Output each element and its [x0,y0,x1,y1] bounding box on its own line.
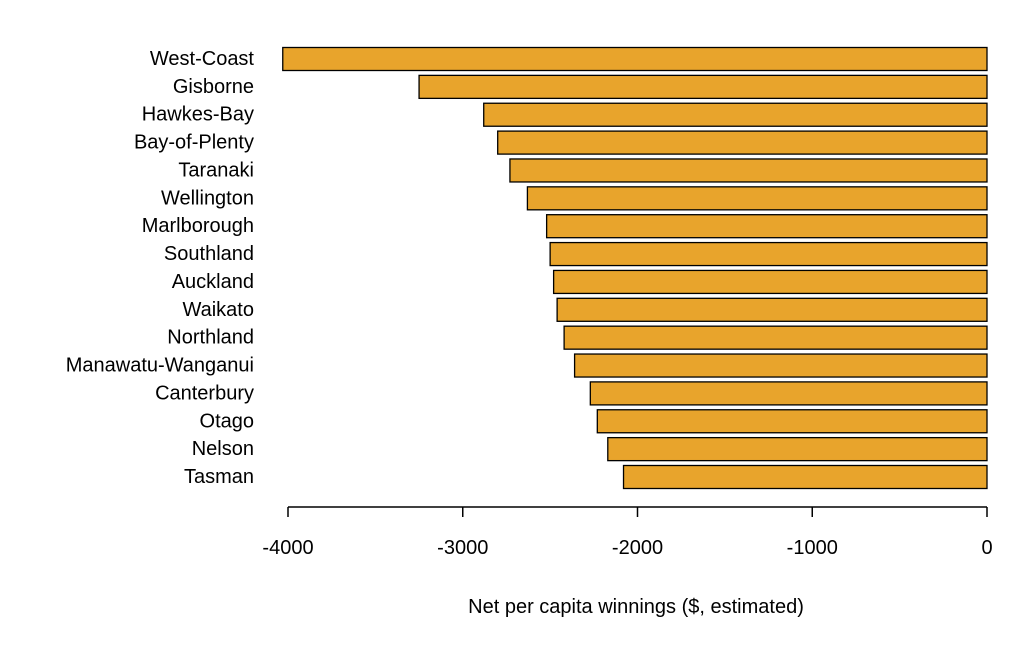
bar-taranaki [509,158,988,183]
bar-marlborough [545,214,988,239]
x-tick-label: 0 [981,537,992,559]
category-label: West-Coast [150,48,255,70]
category-label: Otago [200,410,254,432]
bar-otago [596,409,988,434]
category-label: Northland [167,327,254,349]
category-label: Wellington [161,187,254,209]
category-label: Hawkes-Bay [142,104,254,126]
category-label: Marlborough [142,215,254,237]
category-label: Tasman [184,466,254,488]
category-label: Waikato [182,299,254,321]
bar-gisborne [418,74,988,100]
category-labels: West-Coast Gisborne Hawkes-Bay Bay-of-Plent… [66,48,255,488]
x-tick-label: -4000 [262,537,313,559]
category-label: Gisborne [173,76,254,98]
x-axis-title: Net per capita winnings ($, estimated) [468,596,804,618]
bar-tasman [622,464,988,490]
bar-west-coast [282,46,988,72]
category-label: Southland [164,243,254,265]
x-tick-label: -3000 [437,537,488,559]
x-tick-label: -1000 [787,537,838,559]
category-label: Taranaki [178,159,254,181]
bar-canterbury [589,381,988,406]
category-label: Auckland [172,271,254,293]
bar-southland [549,241,988,267]
bar-manawatu-wanganui [573,353,988,378]
x-tick-label: -2000 [612,537,663,559]
category-label: Bay-of-Plenty [134,132,254,154]
bar-hawkes-bay [483,102,988,127]
x-axis: -4000 -3000 -2000 -1000 0 [262,506,993,559]
category-label: Manawatu-Wanganui [66,355,254,377]
bar-nelson [607,436,988,462]
bar-bay-of-plenty [497,130,988,155]
category-label: Nelson [192,438,254,460]
bar-wellington [526,186,988,211]
category-label: Canterbury [155,382,254,404]
bar-northland [563,325,988,350]
x-ticks: -4000 -3000 -2000 -1000 0 [262,507,993,559]
bar-waikato [556,297,988,322]
bar-auckland [552,269,988,295]
bars-group [282,46,988,490]
